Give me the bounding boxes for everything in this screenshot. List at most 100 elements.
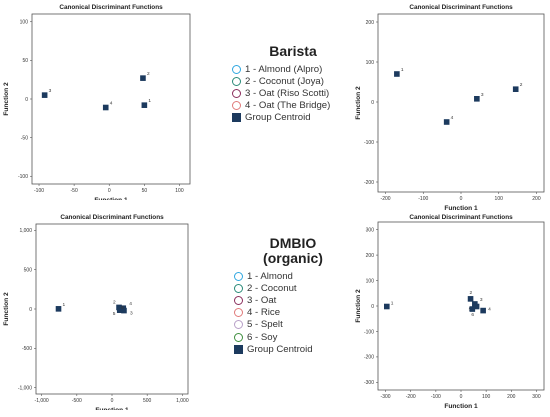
centroid-label: 6 (471, 312, 474, 318)
legend-item-label: 3 - Oat (Riso Scotti) (245, 87, 330, 99)
legend-item: Group Centroid (234, 343, 358, 355)
legend-title-line: DMBIO (269, 235, 317, 251)
legend-item-label: Group Centroid (245, 112, 311, 124)
centroid-label: 4 (129, 301, 132, 307)
y-tick-label: -200 (364, 355, 374, 361)
legend-square-marker (234, 344, 243, 354)
group-centroid-marker (55, 306, 62, 312)
chart-dmbio-left: Canonical Discriminant Functions -1,000 -5… (0, 210, 198, 414)
legend-barista: Barista 1 - Almond (Alpro) 2 - Coconut (J… (228, 44, 358, 124)
chart-dmbio-right: Canonical Discriminant Functions -300 -200… (352, 210, 550, 412)
legend-circle-marker (234, 308, 243, 318)
group-centroid-marker (41, 92, 48, 98)
chart-title: Canonical Discriminant Functions (409, 214, 513, 221)
centroid-label: 4 (488, 307, 491, 313)
legend-circle-marker (234, 295, 243, 305)
centroid-label: 2 (470, 290, 473, 296)
legend-circle-marker (232, 64, 241, 74)
group-centroid-marker (480, 307, 486, 314)
x-tick-label: 50 (142, 188, 148, 194)
legend-item: 6 - Soy (234, 331, 358, 343)
legend-item: 3 - Oat (234, 294, 358, 306)
centroid-label: 1 (391, 301, 394, 307)
group-centroid-marker (118, 306, 124, 312)
plot-frame (31, 13, 191, 185)
legend-item: 3 - Oat (Riso Scotti) (232, 87, 358, 99)
y-tick-label: 100 (366, 278, 375, 284)
x-tick-label: -50 (71, 188, 78, 194)
legend-title: DMBIO (organic) (228, 236, 358, 266)
group-centroid-marker (443, 119, 450, 125)
legend-item-label: 6 - Soy (247, 331, 278, 343)
group-centroid-marker (102, 104, 109, 111)
legend-items: 1 - Almond (Alpro) 2 - Coconut (Joya) 3 - … (228, 63, 358, 124)
y-tick-label: -500 (22, 346, 32, 352)
y-axis-label: Function 2 (355, 289, 362, 323)
y-tick-label: 0 (371, 100, 374, 106)
group-centroid-marker (394, 71, 400, 77)
centroid-label: 2 (147, 71, 150, 77)
chart-svg: Canonical Discriminant Functions -300 -200… (355, 214, 545, 410)
plot-frame (377, 13, 545, 193)
y-tick-label: -200 (364, 180, 374, 186)
legend-item: 4 - Rice (234, 307, 358, 319)
x-tick-label: 200 (507, 394, 516, 400)
legend-circle-marker (234, 283, 243, 293)
x-tick-label: 300 (532, 394, 541, 400)
centroid-label: 4 (110, 101, 113, 107)
legend-item: 5 - Spelt (234, 319, 358, 331)
y-axis-label: Function 2 (3, 292, 10, 326)
legend-item-label: 5 - Spelt (247, 319, 283, 331)
x-axis-label: Function 1 (94, 197, 128, 200)
group-centroid-marker (141, 102, 148, 108)
centroid-label: 3 (49, 88, 52, 94)
legend-item: 1 - Almond (234, 270, 358, 282)
y-tick-label: 100 (20, 20, 29, 26)
centroid-label: 3 (481, 92, 484, 98)
y-tick-label: 50 (22, 58, 28, 64)
x-axis-label: Function 1 (444, 403, 478, 410)
legend-item-label: 3 - Oat (247, 294, 277, 306)
legend-circle-marker (232, 88, 241, 98)
legend-item-label: 4 - Oat (The Bridge) (245, 100, 331, 112)
y-tick-label: -100 (364, 329, 374, 335)
centroid-label: 5 (113, 311, 116, 317)
group-centroid-marker (384, 303, 390, 310)
chart-title: Canonical Discriminant Functions (409, 4, 513, 11)
legend-title: Barista (228, 44, 358, 59)
centroid-label: 4 (451, 115, 454, 121)
legend-title-line: Barista (269, 43, 317, 59)
y-tick-label: -100 (18, 174, 28, 180)
group-centroid-marker (467, 296, 474, 302)
x-tick-label: -300 (381, 394, 391, 400)
chart-svg: Canonical Discriminant Functions -100 -50 0… (3, 4, 191, 204)
chart-svg: Canonical Discriminant Functions -200 -100… (355, 4, 545, 212)
y-tick-label: 500 (24, 267, 33, 273)
centroid-label: 2 (113, 299, 116, 305)
y-tick-label: 0 (371, 304, 374, 310)
legend-item-label: 2 - Coconut (247, 282, 297, 294)
x-tick-label: -1,000 (35, 398, 49, 404)
y-tick-label: 1,000 (19, 228, 32, 234)
chart-title: Canonical Discriminant Functions (60, 214, 164, 221)
group-centroid-marker (140, 75, 146, 81)
x-tick-label: -200 (381, 196, 391, 202)
x-tick-label: 0 (460, 394, 463, 400)
y-tick-label: 200 (366, 20, 375, 26)
y-tick-label: -50 (21, 135, 28, 141)
legend-circle-marker (234, 271, 243, 281)
group-centroid-marker (474, 96, 480, 102)
group-centroid-marker (473, 303, 480, 310)
x-tick-label: 1,000 (176, 398, 189, 404)
y-tick-label: -1,000 (18, 386, 32, 392)
legend-items: 1 - Almond 2 - Coconut 3 - Oat 4 - Rice 5 - … (228, 270, 358, 355)
centroid-label: 1 (401, 67, 404, 73)
y-axis-label: Function 2 (355, 86, 362, 120)
legend-circle-marker (234, 332, 243, 342)
x-tick-label: -100 (34, 188, 44, 194)
group-centroid-marker (469, 306, 476, 312)
y-tick-label: 200 (366, 253, 375, 259)
x-tick-label: 0 (111, 398, 114, 404)
x-tick-label: -200 (406, 394, 416, 400)
centroid-label: 1 (148, 98, 151, 104)
